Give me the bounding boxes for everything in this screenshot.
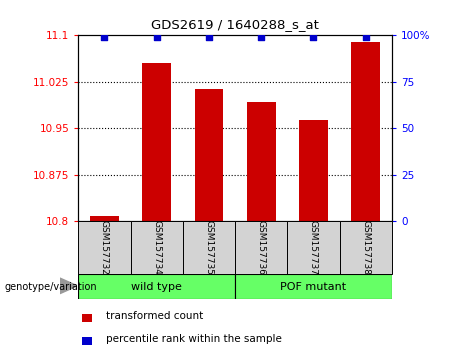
Text: GSM157734: GSM157734 xyxy=(152,220,161,275)
Point xyxy=(310,34,317,40)
Text: wild type: wild type xyxy=(131,282,182,292)
Bar xyxy=(183,221,235,274)
Point xyxy=(362,34,369,40)
Bar xyxy=(78,274,235,299)
Point xyxy=(101,34,108,40)
Point xyxy=(153,34,160,40)
Text: genotype/variation: genotype/variation xyxy=(5,282,97,292)
Text: GSM157738: GSM157738 xyxy=(361,220,370,275)
Bar xyxy=(82,314,92,322)
Text: GSM157735: GSM157735 xyxy=(205,220,213,275)
Bar xyxy=(195,89,224,221)
Text: percentile rank within the sample: percentile rank within the sample xyxy=(106,334,282,344)
Polygon shape xyxy=(60,278,77,294)
Bar xyxy=(287,221,340,274)
Bar xyxy=(90,216,119,221)
Bar xyxy=(340,221,392,274)
Bar xyxy=(351,41,380,221)
Bar xyxy=(142,63,171,221)
Text: GSM157737: GSM157737 xyxy=(309,220,318,275)
Text: GSM157732: GSM157732 xyxy=(100,220,109,275)
Point xyxy=(258,34,265,40)
Bar xyxy=(299,120,328,221)
Text: GSM157736: GSM157736 xyxy=(257,220,266,275)
Title: GDS2619 / 1640288_s_at: GDS2619 / 1640288_s_at xyxy=(151,18,319,32)
Bar xyxy=(78,221,130,274)
Bar xyxy=(130,221,183,274)
Bar xyxy=(235,221,287,274)
Text: POF mutant: POF mutant xyxy=(280,282,347,292)
Bar xyxy=(235,274,392,299)
Point xyxy=(205,34,213,40)
Text: transformed count: transformed count xyxy=(106,311,203,321)
Bar xyxy=(82,337,92,345)
Bar xyxy=(247,102,276,221)
